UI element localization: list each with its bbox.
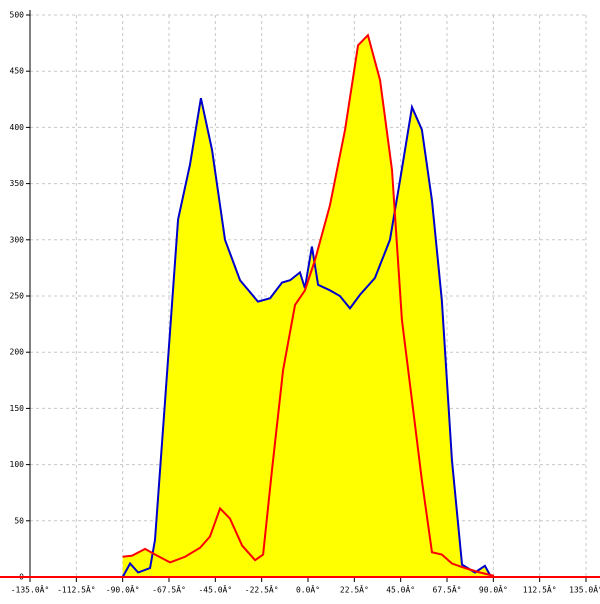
y-tick-label: 200 [10,348,25,357]
y-tick-label: 250 [10,292,25,301]
y-tick-label: 150 [10,404,25,413]
y-tick-label: 350 [10,179,25,188]
x-tick-label: 45.0Â° [386,584,415,595]
x-tick-label: 67.5Â° [433,584,462,595]
series-line [121,97,495,578]
y-tick-label: 450 [10,67,25,76]
x-tick-label: 0.0Â° [296,584,320,595]
x-tick-label: 90.0Â° [479,584,508,595]
series-line [122,33,495,577]
x-tick-label: 135.0Â° [569,584,600,595]
y-tick-label: 300 [10,235,25,244]
x-tick-label: 112.5Â° [523,584,557,595]
x-tick-label: -45.0Â° [198,584,232,595]
area-fill [122,35,494,578]
y-tick-label: 500 [10,11,25,20]
x-tick-label: -67.5Â° [152,584,186,595]
x-tick-label: -90.0Â° [106,584,140,595]
x-tick-label: 22.5Â° [340,584,369,595]
y-tick-label: 100 [10,460,25,469]
x-tick-label: -112.5Â° [57,584,96,595]
x-tick-label: -135.0Â° [11,584,50,595]
y-tick-label: 400 [10,123,25,132]
y-tick-label: 50 [14,516,24,525]
x-tick-label: -22.5Â° [245,584,279,595]
